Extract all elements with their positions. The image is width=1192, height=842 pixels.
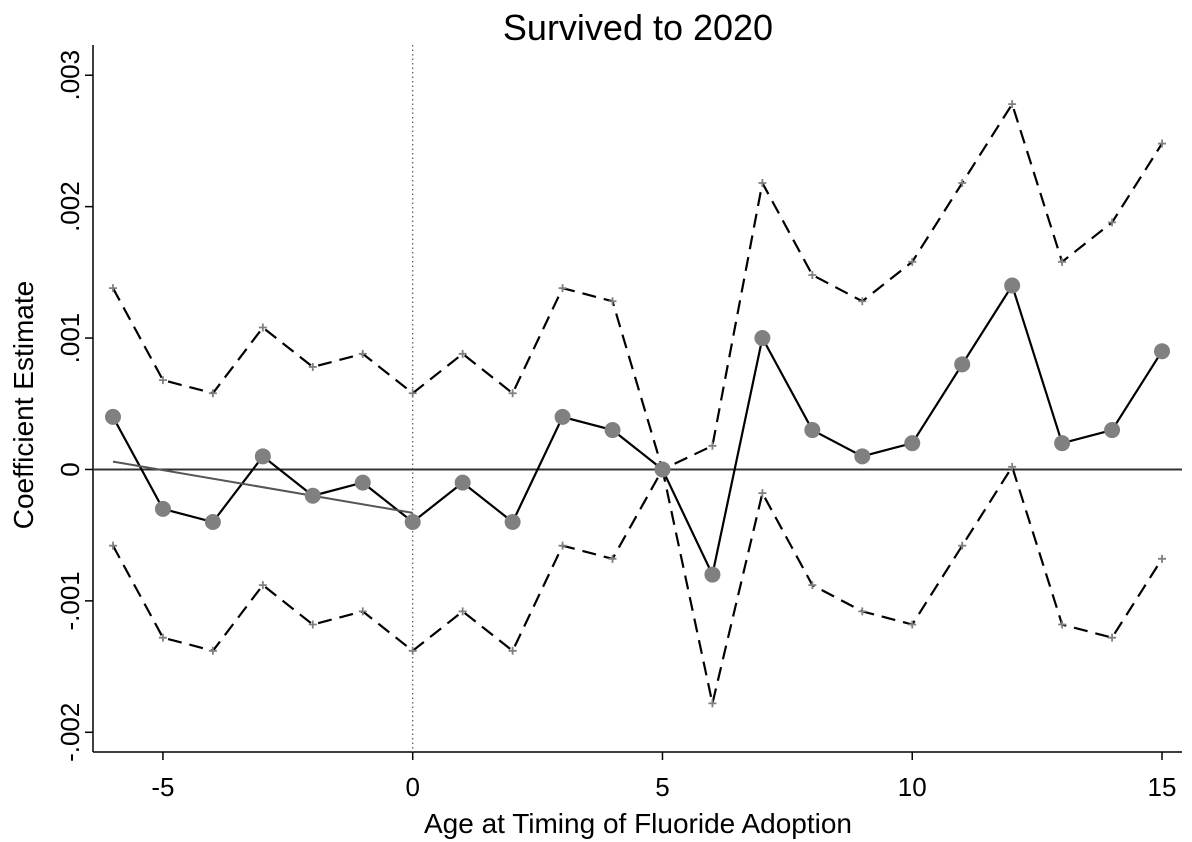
- point: [504, 514, 521, 531]
- y-tick-label: .001: [55, 313, 85, 364]
- x-axis-label: Age at Timing of Fluoride Adoption: [424, 808, 852, 839]
- point: [208, 389, 217, 398]
- point: [858, 607, 867, 616]
- point: [958, 541, 967, 550]
- point: [308, 362, 317, 371]
- point: [904, 435, 921, 452]
- point: [858, 297, 867, 306]
- point: [1158, 554, 1167, 563]
- point: [658, 465, 667, 474]
- point: [258, 323, 267, 332]
- point: [204, 514, 221, 531]
- trend-line: [112, 460, 413, 514]
- point: [1104, 422, 1121, 439]
- x-tick-label: 15: [1148, 772, 1177, 802]
- point: [1058, 257, 1067, 266]
- point: [954, 356, 971, 373]
- point: [1058, 620, 1067, 629]
- point: [158, 376, 167, 385]
- chart-title: Survived to 2020: [503, 7, 773, 48]
- point: [1154, 343, 1171, 360]
- point: [754, 330, 771, 347]
- point: [854, 448, 871, 465]
- point: [1008, 462, 1017, 471]
- point: [554, 408, 571, 425]
- point: [454, 474, 471, 491]
- point: [758, 489, 767, 498]
- point: [354, 474, 371, 491]
- point: [808, 581, 817, 590]
- point: [1008, 100, 1017, 109]
- y-tick-label: .002: [55, 181, 85, 232]
- y-tick-label: -.002: [55, 703, 85, 762]
- point: [908, 620, 917, 629]
- point: [558, 284, 567, 293]
- point: [358, 349, 367, 358]
- y-axis-label: Coefficient Estimate: [8, 281, 39, 530]
- point: [804, 422, 821, 439]
- point: [408, 646, 417, 655]
- series-line: [112, 464, 1163, 704]
- point: [758, 178, 767, 187]
- series-line: [112, 101, 1163, 472]
- point: [608, 554, 617, 563]
- point: [458, 607, 467, 616]
- point: [104, 408, 121, 425]
- point: [1108, 633, 1117, 642]
- point: [254, 448, 271, 465]
- point: [508, 389, 517, 398]
- point: [808, 270, 817, 279]
- y-tick-label: -.001: [55, 571, 85, 630]
- point: [1004, 277, 1021, 294]
- y-tick-label: .003: [55, 50, 85, 101]
- point: [258, 581, 267, 590]
- point: [308, 620, 317, 629]
- point: [1108, 218, 1117, 227]
- point: [908, 257, 917, 266]
- x-tick-label: 5: [655, 772, 669, 802]
- series-line: [112, 282, 1163, 579]
- point: [704, 566, 721, 583]
- y-tick-label: 0: [55, 462, 85, 476]
- point: [604, 422, 621, 439]
- point: [708, 699, 717, 708]
- x-tick-label: -5: [151, 772, 174, 802]
- point: [1054, 435, 1071, 452]
- point: [608, 297, 617, 306]
- x-tick-label: 0: [405, 772, 419, 802]
- point: [404, 514, 421, 531]
- point: [458, 349, 467, 358]
- point: [1158, 139, 1167, 148]
- point: [158, 633, 167, 642]
- point: [508, 646, 517, 655]
- point: [708, 441, 717, 450]
- point: [108, 284, 117, 293]
- point: [958, 178, 967, 187]
- point: [208, 646, 217, 655]
- point: [154, 500, 171, 517]
- point: [558, 541, 567, 550]
- point: [358, 607, 367, 616]
- point: [108, 541, 117, 550]
- point: [304, 487, 321, 504]
- point: [408, 389, 417, 398]
- x-tick-label: 10: [898, 772, 927, 802]
